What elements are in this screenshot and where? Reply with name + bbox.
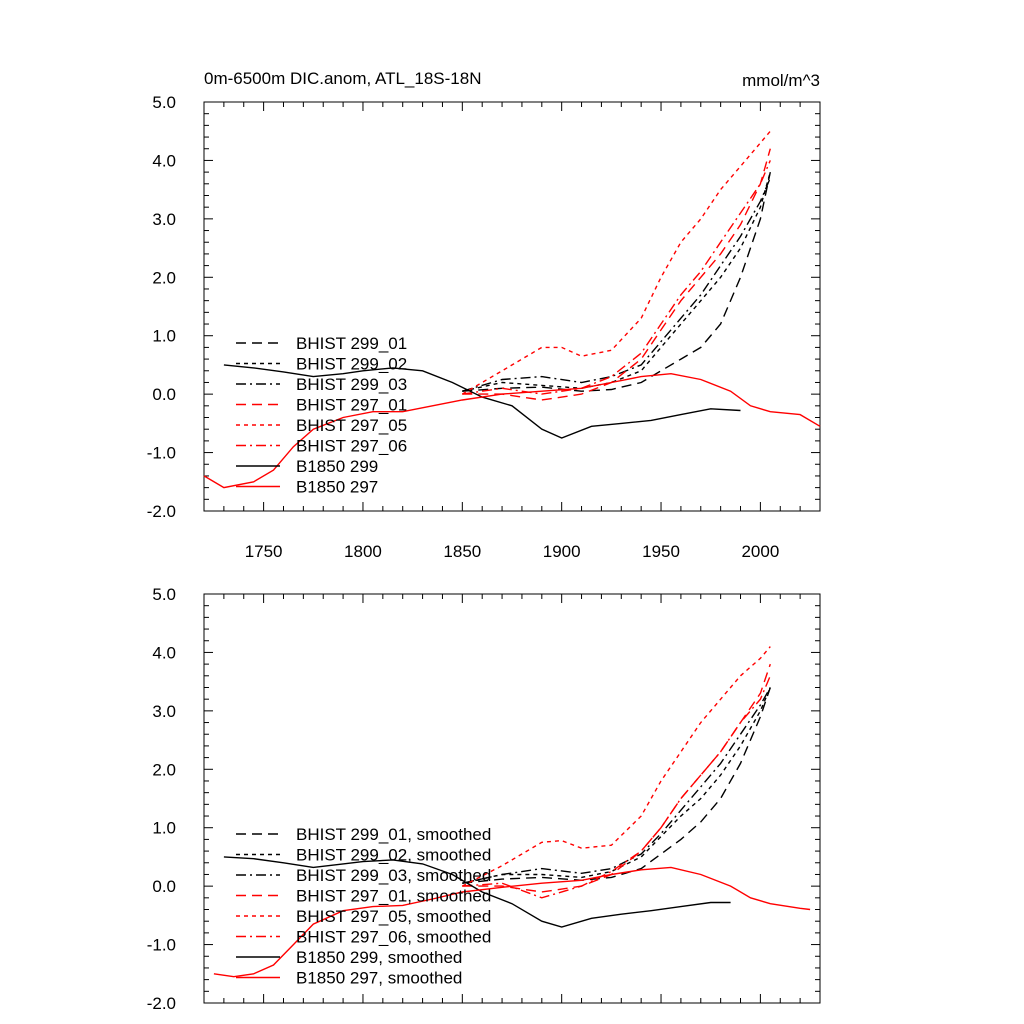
series-line-bhist-297-05-smoothed bbox=[461, 646, 771, 887]
series-line-bhist-297-01-smoothed bbox=[462, 663, 771, 893]
legend-label: B1850 299 bbox=[296, 457, 378, 476]
legend-label: BHIST 299_02, smoothed bbox=[296, 846, 491, 865]
bottom-x-axis bbox=[203, 594, 821, 1003]
y-tick-label: -2.0 bbox=[147, 994, 176, 1013]
y-tick-label: -2.0 bbox=[147, 502, 176, 521]
bottom-panel: -2.0 -1.0 0.0 1.0 2.0 3.0 4.0 5.0 BHIST 299_01,… bbox=[147, 585, 821, 1013]
top-panel-units: mmol/m^3 bbox=[742, 71, 820, 90]
y-tick-label: 2.0 bbox=[152, 760, 176, 779]
y-tick-label: 4.0 bbox=[152, 643, 176, 662]
legend-label: B1850 297, smoothed bbox=[296, 969, 462, 988]
y-tick-label: 1.0 bbox=[152, 819, 176, 838]
x-tick-label: 1750 bbox=[245, 542, 283, 561]
legend-label: B1850 297 bbox=[296, 478, 378, 497]
bottom-plot-frame bbox=[203, 593, 821, 1004]
top-x-axis: 1750 1800 1850 1900 1950 2000 bbox=[203, 102, 821, 561]
legend-label: BHIST 297_01, smoothed bbox=[296, 887, 491, 906]
series-line-bhist-299-02-smoothed bbox=[462, 687, 771, 884]
y-tick-label: 3.0 bbox=[152, 210, 176, 229]
series-line-bhist-297-01 bbox=[462, 148, 771, 401]
top-y-axis: -2.0 -1.0 0.0 1.0 2.0 3.0 4.0 5.0 bbox=[147, 93, 820, 521]
series-line-bhist-297-05 bbox=[461, 130, 771, 395]
series-line-bhist-297-06 bbox=[462, 160, 771, 395]
y-tick-label: 5.0 bbox=[152, 585, 176, 604]
y-tick-label: 4.0 bbox=[152, 151, 176, 170]
x-tick-label: 1950 bbox=[642, 542, 680, 561]
y-tick-label: 2.0 bbox=[152, 268, 176, 287]
series-line-b1850-299-smoothed bbox=[223, 856, 731, 928]
top-series-lines bbox=[203, 130, 821, 489]
y-tick-label: -1.0 bbox=[147, 936, 176, 955]
y-tick-label: 3.0 bbox=[152, 702, 176, 721]
series-line-bhist-299-02 bbox=[462, 171, 771, 392]
series-line-bhist-297-06-smoothed bbox=[462, 675, 771, 899]
legend-label: BHIST 299_01 bbox=[296, 334, 407, 353]
x-tick-label: 1900 bbox=[543, 542, 581, 561]
y-tick-label: -1.0 bbox=[147, 444, 176, 463]
legend-label: BHIST 297_06 bbox=[296, 437, 407, 456]
top-panel-title: 0m-6500m DIC.anom, ATL_18S-18N bbox=[204, 69, 481, 88]
y-tick-label: 0.0 bbox=[152, 385, 176, 404]
series-line-bhist-299-03 bbox=[462, 177, 771, 392]
series-line-b1850-297 bbox=[203, 372, 821, 489]
legend-label: BHIST 299_02 bbox=[296, 355, 407, 374]
series-line-bhist-299-03-smoothed bbox=[462, 687, 771, 884]
top-plot-frame bbox=[203, 101, 821, 512]
y-tick-label: 5.0 bbox=[152, 93, 176, 112]
top-panel: 0m-6500m DIC.anom, ATL_18S-18N mmol/m^3 … bbox=[147, 69, 821, 561]
series-line-b1850-297-smoothed bbox=[213, 866, 811, 978]
y-tick-label: 1.0 bbox=[152, 327, 176, 346]
legend-label: BHIST 299_01, smoothed bbox=[296, 825, 491, 844]
legend-label: BHIST 297_05 bbox=[296, 416, 407, 435]
legend-label: BHIST 297_06, smoothed bbox=[296, 928, 491, 947]
y-tick-label: 0.0 bbox=[152, 877, 176, 896]
x-tick-label: 1850 bbox=[443, 542, 481, 561]
series-line-bhist-299-01 bbox=[462, 171, 771, 392]
x-tick-label: 2000 bbox=[741, 542, 779, 561]
legend-label: BHIST 297_01 bbox=[296, 396, 407, 415]
x-tick-label: 1800 bbox=[344, 542, 382, 561]
bottom-series-lines bbox=[213, 646, 811, 978]
legend-label: BHIST 299_03 bbox=[296, 375, 407, 394]
series-line-bhist-299-01-smoothed bbox=[462, 687, 771, 884]
bottom-legend: BHIST 299_01, smoothed BHIST 299_02, smoo… bbox=[236, 825, 491, 988]
legend-label: BHIST 299_03, smoothed bbox=[296, 866, 491, 885]
bottom-y-axis: -2.0 -1.0 0.0 1.0 2.0 3.0 4.0 5.0 bbox=[147, 585, 820, 1013]
legend-label: B1850 299, smoothed bbox=[296, 948, 462, 967]
legend-label: BHIST 297_05, smoothed bbox=[296, 907, 491, 926]
